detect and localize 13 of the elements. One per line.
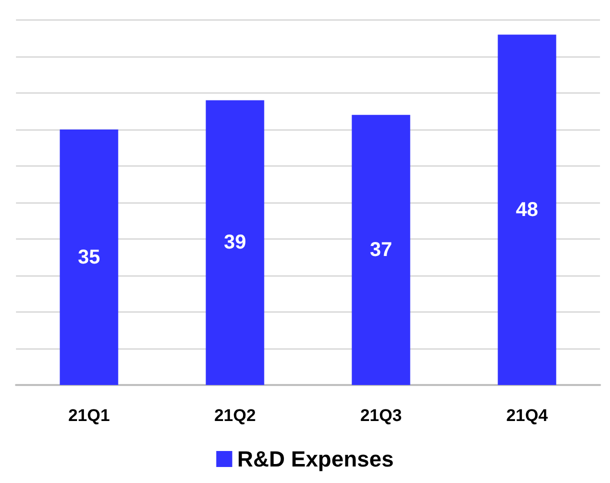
- data-label: 39: [224, 232, 246, 254]
- bar: [206, 100, 264, 385]
- x-tick-label: 21Q1: [68, 406, 110, 425]
- x-tick-label: 21Q2: [214, 406, 256, 425]
- bar: [60, 130, 118, 385]
- x-tick-label: 21Q3: [360, 406, 402, 425]
- x-tick-label: 21Q4: [506, 406, 548, 425]
- data-label: 37: [370, 238, 392, 261]
- legend-label: R&D Expenses: [237, 446, 394, 472]
- bar: [352, 114, 410, 385]
- data-label: 35: [78, 246, 100, 268]
- data-label: 48: [516, 198, 538, 221]
- bar: [498, 34, 556, 385]
